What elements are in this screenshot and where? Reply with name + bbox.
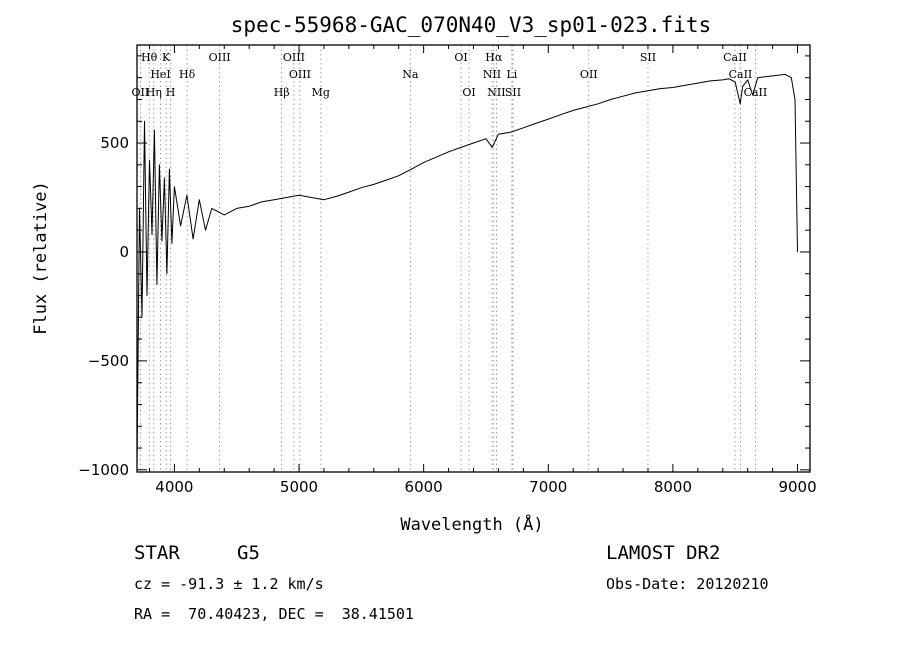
marker-label: NII [487, 86, 505, 99]
plot-axes: 4000 5000 6000 7000 8000 9000 −1000 −500 0 500 [78, 45, 817, 496]
emission-line-markers [139, 45, 756, 472]
spectrum-series [136, 73, 798, 466]
x-tick-label: 4000 [155, 478, 193, 496]
marker-label: Li [506, 68, 517, 81]
marker-label: CaII [729, 68, 753, 81]
marker-label: OI [454, 51, 467, 64]
marker-label: OII [132, 86, 150, 99]
marker-label: NII [483, 68, 501, 81]
marker-label: OIII [283, 51, 305, 64]
marker-label: OII [580, 68, 598, 81]
y-tick-label: 0 [119, 243, 129, 261]
x-axis-title: Wavelength (Å) [400, 513, 543, 535]
marker-label: Na [402, 68, 419, 81]
coordinates-readout: RA = 70.40423, DEC = 38.41501 [134, 605, 414, 623]
y-tick-label: −500 [88, 352, 129, 370]
marker-label: OIII [209, 51, 231, 64]
marker-label: Hα [485, 51, 503, 64]
chart-title: spec-55968-GAC_070N40_V3_sp01-023.fits [231, 13, 711, 37]
marker-label: Hθ [141, 51, 158, 64]
marker-label: K [162, 51, 171, 64]
x-tick-label: 8000 [654, 478, 692, 496]
observation-date: Obs-Date: 20120210 [606, 575, 769, 593]
y-tick-label: −1000 [78, 461, 129, 479]
y-tick-label: 500 [100, 134, 129, 152]
y-axis-title: Flux (relative) [31, 181, 51, 335]
marker-label: Hδ [179, 68, 196, 81]
plot-frame [136, 44, 811, 473]
marker-label: Hη [146, 86, 162, 99]
x-tick-label: 5000 [280, 478, 318, 496]
marker-label: OI [462, 86, 475, 99]
marker-label: Hβ [274, 86, 290, 99]
survey-name: LAMOST DR2 [606, 542, 721, 564]
marker-label: CaII [723, 51, 747, 64]
marker-label: SII [640, 51, 656, 64]
marker-label: HeI [150, 68, 170, 81]
marker-label: H [166, 86, 176, 99]
marker-label: Mg [312, 86, 330, 99]
marker-label: OIII [289, 68, 311, 81]
spectral-subclass: G5 [237, 542, 260, 564]
series-line [136, 73, 798, 466]
marker-label: CaII [744, 86, 768, 99]
marker-label: SII [505, 86, 521, 99]
x-tick-label: 9000 [778, 478, 816, 496]
object-class: STAR [134, 542, 180, 564]
x-tick-label: 6000 [405, 478, 443, 496]
x-tick-label: 7000 [529, 478, 567, 496]
redshift-readout: cz = -91.3 ± 1.2 km/s [134, 575, 324, 593]
